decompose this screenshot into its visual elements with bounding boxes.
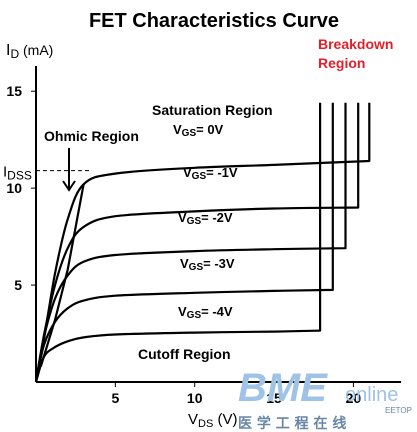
y-tick-label: 15 bbox=[6, 83, 22, 99]
x-axis-label: VDS (V) bbox=[188, 411, 237, 430]
y-tick-label: 5 bbox=[14, 277, 22, 293]
watermark-chinese: 医 学 工 程 在 线 bbox=[238, 415, 346, 432]
vgs-label-minus2v: VGS= -2V bbox=[178, 210, 233, 227]
cutoff-region-label: Cutoff Region bbox=[138, 346, 231, 362]
curve-vgs-minus3v bbox=[34, 102, 334, 383]
watermark: BME online EETOP 医 学 工 程 在 线 bbox=[238, 366, 412, 432]
vgs-label-0v: VGS= 0V bbox=[173, 122, 224, 139]
curve-vgs-minus2v bbox=[34, 102, 347, 383]
vgs-label-minus4v-sub: GS bbox=[187, 310, 202, 321]
vgs-label-minus3v: VGS= -3V bbox=[180, 256, 235, 273]
vgs-label-0v-main: V bbox=[173, 122, 182, 137]
vgs-label-minus1v: VGS= -1V bbox=[183, 165, 238, 182]
vgs-label-minus1v-value: = -1V bbox=[206, 165, 238, 180]
vgs-label-minus4v-value: = -4V bbox=[201, 304, 233, 319]
vgs-label-minus3v-main: V bbox=[180, 256, 189, 271]
y-axis-label-main: I bbox=[6, 42, 10, 59]
idss-label-sub: DSS bbox=[7, 169, 32, 183]
x-axis-label-unit: (V) bbox=[213, 411, 237, 428]
vgs-label-minus4v: VGS= -4V bbox=[178, 304, 233, 321]
vgs-label-minus3v-sub: GS bbox=[189, 262, 204, 273]
watermark-brand-tail: online bbox=[345, 384, 398, 406]
x-axis-label-main: V bbox=[188, 411, 198, 428]
vgs-label-0v-sub: GS bbox=[182, 128, 197, 139]
vgs-label-minus2v-sub: GS bbox=[187, 216, 202, 227]
curve-vgs-minus4v bbox=[34, 102, 322, 383]
watermark-brand-small: EETOP bbox=[385, 406, 412, 415]
vgs-label-minus1v-main: V bbox=[183, 165, 192, 180]
y-axis-label: ID (mA) bbox=[6, 42, 53, 61]
idss-label: IDSS bbox=[3, 164, 32, 183]
watermark-brand-main: BME bbox=[238, 366, 328, 410]
idss-label-main: I bbox=[3, 164, 7, 181]
vgs-label-minus3v-value: = -3V bbox=[203, 256, 235, 271]
vgs-label-minus4v-main: V bbox=[178, 304, 187, 319]
axis-ticks: 5 10 15 20 5 10 15 bbox=[6, 83, 361, 406]
ohmic-boundary-line bbox=[39, 184, 85, 367]
y-tick-label: 10 bbox=[6, 180, 22, 196]
saturation-region-label: Saturation Region bbox=[152, 102, 273, 118]
breakdown-region-label-line1: Breakdown bbox=[318, 36, 393, 52]
vgs-label-minus1v-sub: GS bbox=[192, 171, 207, 182]
x-tick-label: 10 bbox=[187, 390, 203, 406]
curve-vgs-minus1v bbox=[34, 102, 360, 383]
x-tick-label: 5 bbox=[111, 390, 119, 406]
ohmic-region-label: Ohmic Region bbox=[44, 128, 139, 144]
plot-area bbox=[35, 66, 401, 383]
vgs-label-minus2v-main: V bbox=[178, 210, 187, 225]
x-tick-label: 20 bbox=[346, 390, 362, 406]
y-axis-label-unit: (mA) bbox=[19, 42, 53, 58]
chart-title: FET Characteristics Curve bbox=[89, 10, 339, 32]
x-axis-label-sub: DS bbox=[198, 418, 213, 430]
vgs-label-minus2v-value: = -2V bbox=[201, 210, 233, 225]
breakdown-region-label-line2: Region bbox=[318, 55, 365, 71]
x-tick-label: 15 bbox=[266, 390, 282, 406]
vgs-label-0v-value: = 0V bbox=[196, 122, 223, 137]
y-axis-label-sub: D bbox=[10, 47, 19, 61]
curves bbox=[34, 102, 371, 383]
ohmic-arrow-head bbox=[62, 180, 76, 192]
